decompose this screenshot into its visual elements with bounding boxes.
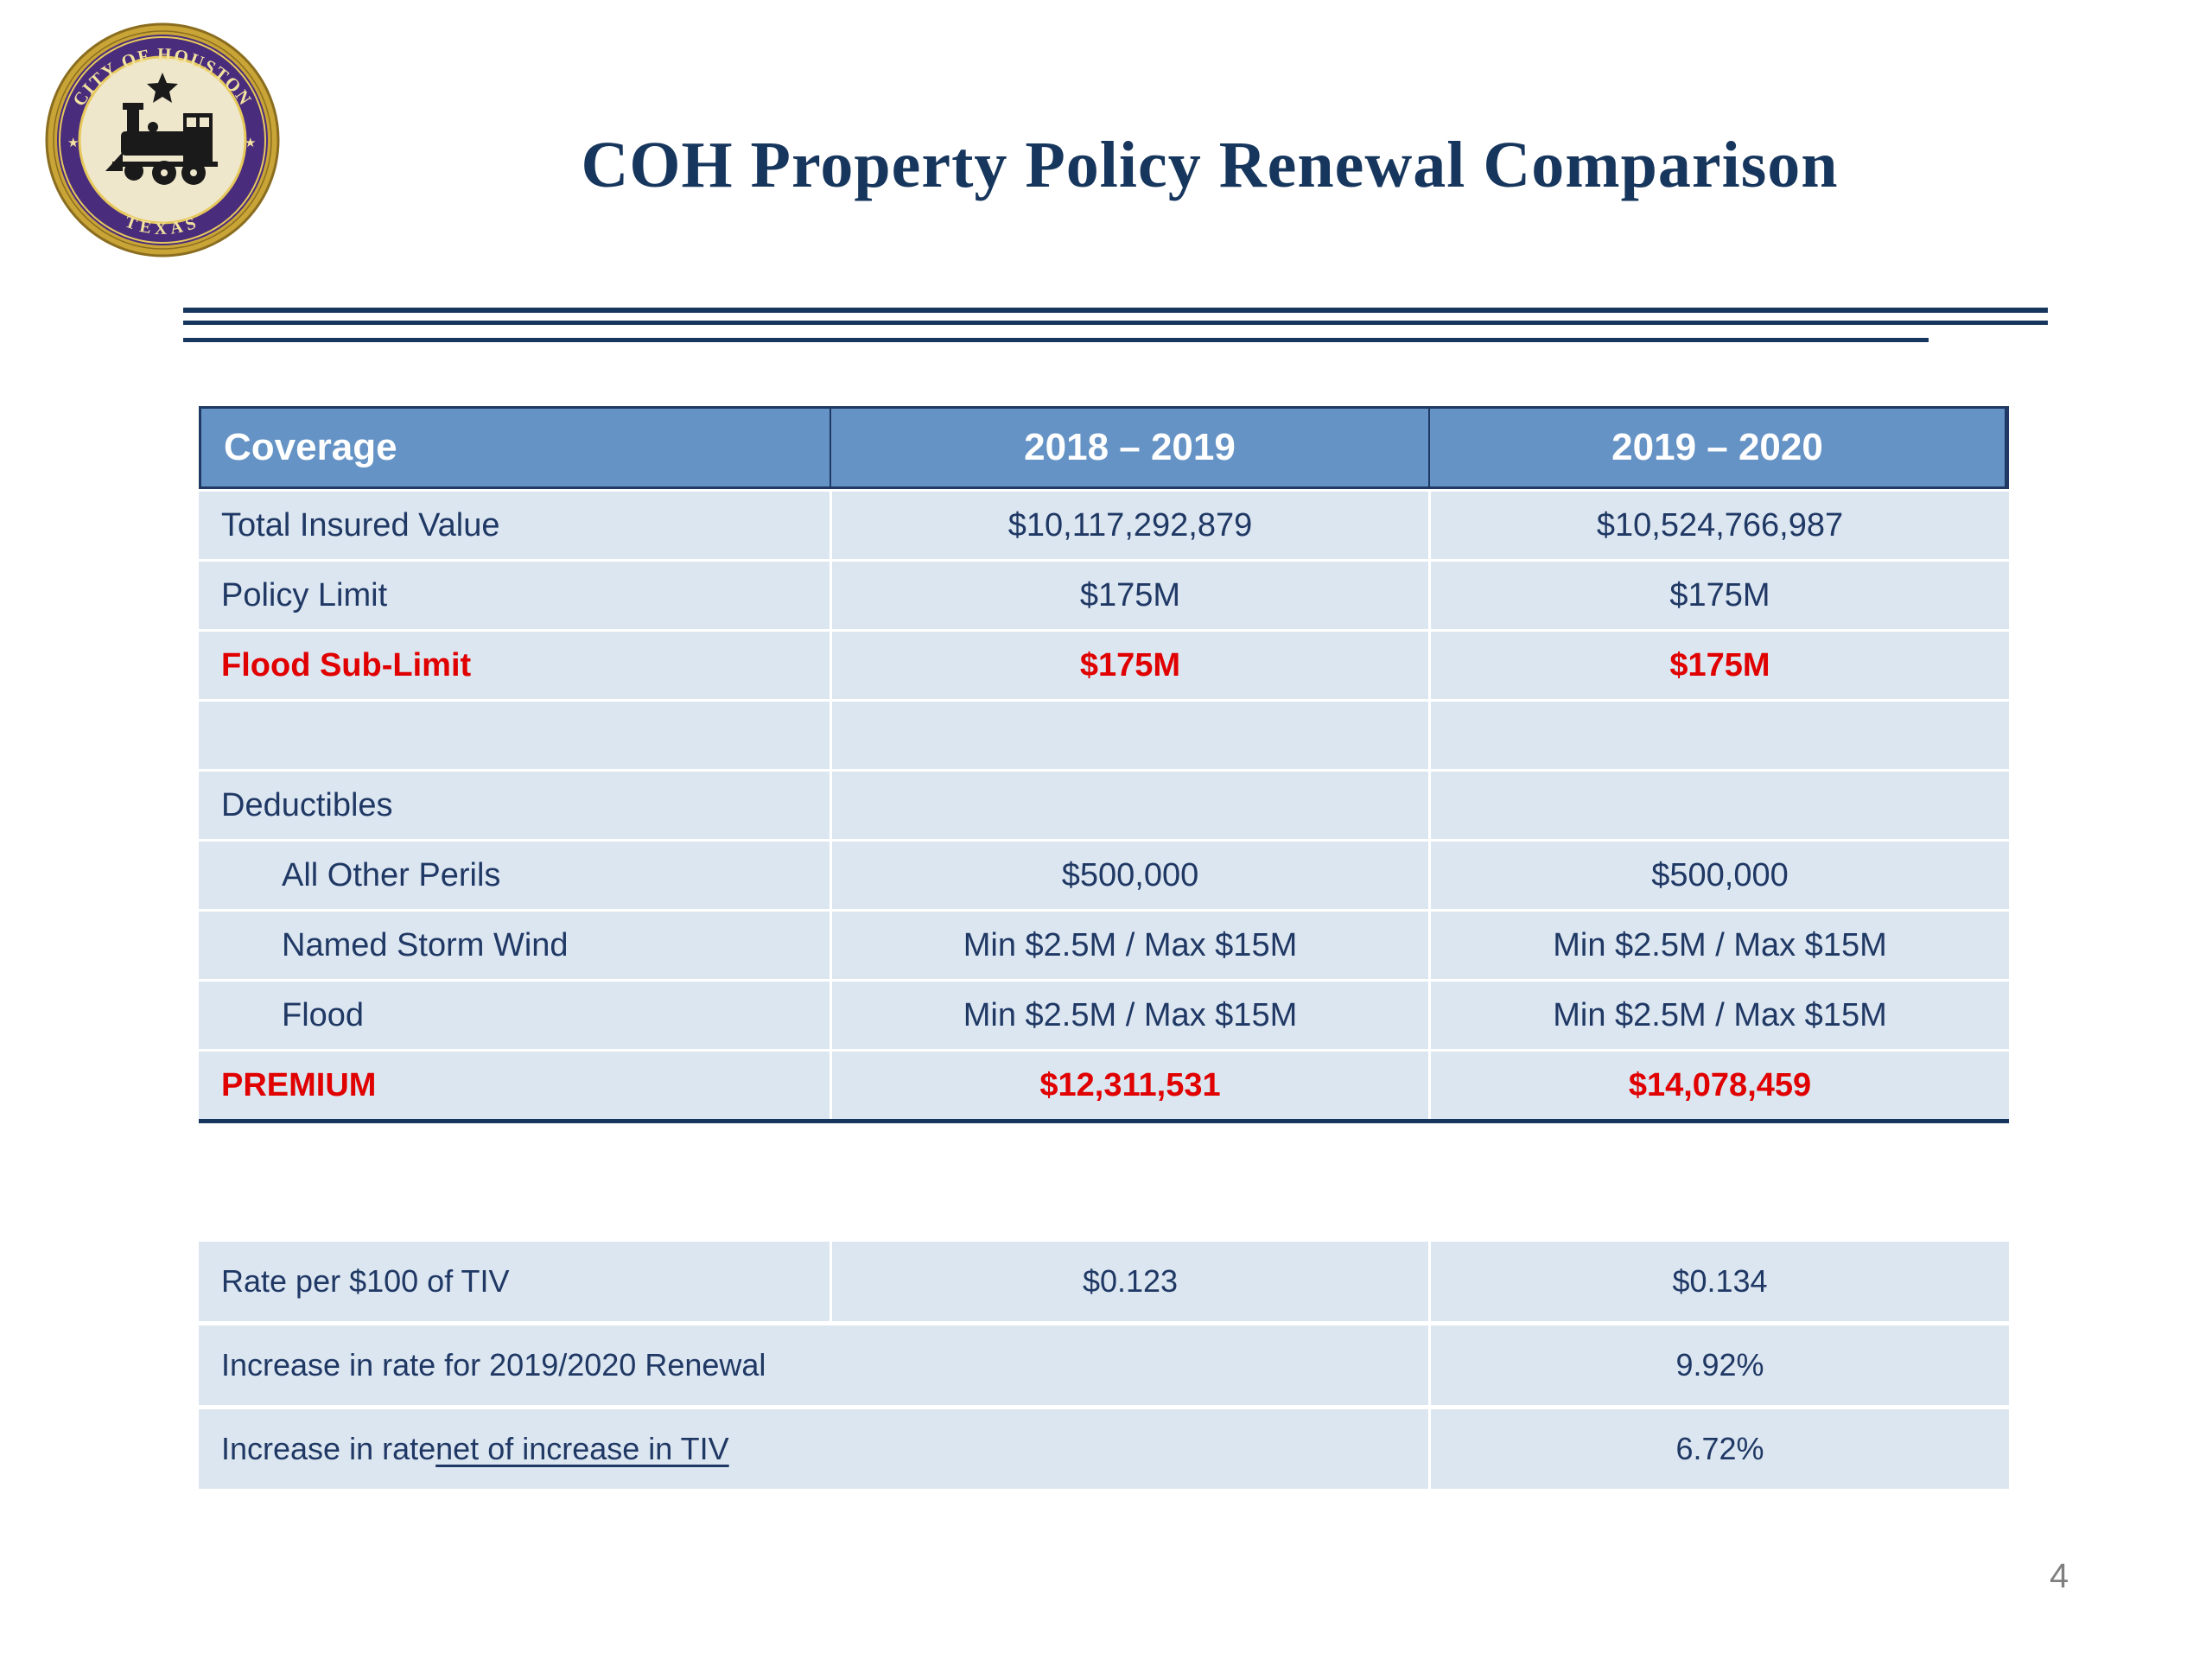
cell-value: $175M <box>1431 632 2009 699</box>
row-label: Total Insured Value <box>199 492 830 559</box>
row-label: Deductibles <box>199 772 830 839</box>
row-label-prefix: Increase in rate <box>221 1431 436 1466</box>
cell-value: Min $2.5M / Max $15M <box>1431 912 2009 979</box>
table-body: Total Insured Value $10,117,292,879 $10,… <box>199 492 2009 1123</box>
cell-value: Min $2.5M / Max $15M <box>832 982 1428 1049</box>
table-row-total-insured-value: Total Insured Value $10,117,292,879 $10,… <box>199 492 2009 559</box>
cell-value: $14,078,459 <box>1431 1052 2009 1119</box>
divider-line-bottom <box>183 338 1929 342</box>
row-label <box>199 702 830 769</box>
cell-value: $0.134 <box>1431 1242 2009 1321</box>
seal-star-left-icon: ★ <box>67 136 79 150</box>
cell-value: $10,117,292,879 <box>832 492 1428 559</box>
column-header-2018-2019: 2018 – 2019 <box>831 409 1428 486</box>
row-label: Rate per $100 of TIV <box>199 1242 830 1321</box>
divider-line-top <box>183 308 2048 313</box>
row-label: Increase in rate net of increase in TIV <box>199 1409 1428 1489</box>
cell-value: $12,311,531 <box>832 1052 1428 1119</box>
row-label: Flood <box>199 982 830 1049</box>
cell-value: $500,000 <box>832 842 1428 909</box>
table-row-premium: PREMIUM $12,311,531 $14,078,459 <box>199 1052 2009 1119</box>
row-label: Named Storm Wind <box>199 912 830 979</box>
cell-value: $0.123 <box>832 1242 1428 1321</box>
cell-value <box>1431 772 2009 839</box>
row-label: Policy Limit <box>199 562 830 629</box>
cell-value: 9.92% <box>1431 1325 2009 1405</box>
seal-graphic: CITY OF HOUSTON TEXAS ★ ★ <box>45 22 280 257</box>
table-header-row: Coverage 2018 – 2019 2019 – 2020 <box>199 406 2009 489</box>
page-number: 4 <box>2050 1557 2069 1595</box>
cell-value: $175M <box>1431 562 2009 629</box>
rate-row-rate-per-100-tiv: Rate per $100 of TIV $0.123 $0.134 <box>199 1242 2009 1321</box>
policy-comparison-table: Coverage 2018 – 2019 2019 – 2020 Total I… <box>199 406 2009 1123</box>
row-label-underlined: net of increase in TIV <box>435 1431 729 1466</box>
row-label: PREMIUM <box>199 1052 830 1119</box>
city-of-houston-seal-icon: CITY OF HOUSTON TEXAS ★ ★ <box>45 22 280 257</box>
cell-value: $500,000 <box>1431 842 2009 909</box>
table-row-deductibles: Deductibles <box>199 772 2009 839</box>
row-label: Increase in rate for 2019/2020 Renewal <box>199 1325 1428 1405</box>
cell-value <box>832 702 1428 769</box>
cell-value: 6.72% <box>1431 1409 2009 1489</box>
cell-value <box>832 772 1428 839</box>
column-header-coverage: Coverage <box>201 409 830 486</box>
rate-row-increase-renewal: Increase in rate for 2019/2020 Renewal 9… <box>199 1325 2009 1405</box>
column-header-2019-2020: 2019 – 2020 <box>1430 409 2005 486</box>
rate-table: Rate per $100 of TIV $0.123 $0.134 Incre… <box>199 1242 2009 1489</box>
cell-value: $175M <box>832 562 1428 629</box>
cell-value: Min $2.5M / Max $15M <box>832 912 1428 979</box>
table-row-all-other-perils: All Other Perils $500,000 $500,000 <box>199 842 2009 909</box>
divider-line-middle <box>183 321 2048 325</box>
page-title: COH Property Policy Renewal Comparison <box>581 129 1839 201</box>
row-label: Flood Sub-Limit <box>199 632 830 699</box>
table-row-flood-sub-limit: Flood Sub-Limit $175M $175M <box>199 632 2009 699</box>
row-label: All Other Perils <box>199 842 830 909</box>
table-row-named-storm-wind: Named Storm Wind Min $2.5M / Max $15M Mi… <box>199 912 2009 979</box>
rate-row-increase-net-tiv: Increase in rate net of increase in TIV … <box>199 1409 2009 1489</box>
cell-value: $10,524,766,987 <box>1431 492 2009 559</box>
cell-value: $175M <box>832 632 1428 699</box>
cell-value: Min $2.5M / Max $15M <box>1431 982 2009 1049</box>
seal-star-right-icon: ★ <box>245 136 256 150</box>
locomotive-icon <box>105 73 218 185</box>
table-row-flood: Flood Min $2.5M / Max $15M Min $2.5M / M… <box>199 982 2009 1049</box>
table-row-empty <box>199 702 2009 769</box>
cell-value <box>1431 702 2009 769</box>
table-row-policy-limit: Policy Limit $175M $175M <box>199 562 2009 629</box>
